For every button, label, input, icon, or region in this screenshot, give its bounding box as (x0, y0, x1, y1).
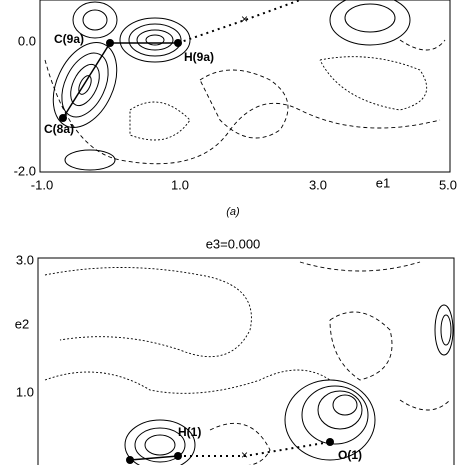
atom-label: O(1) (338, 448, 362, 462)
frame (39, 0, 451, 173)
atom-label: C(8a) (44, 122, 74, 136)
y-tick-label: -2.0 (14, 163, 36, 178)
x-axis-label: e1 (376, 175, 390, 190)
atom-dot (106, 39, 114, 47)
panel-title: e3=0.000 (206, 236, 261, 251)
atom-label: C(9a) (54, 32, 84, 46)
y-tick-label: 0.0 (18, 33, 36, 48)
caption: (a) (226, 206, 240, 218)
x-tick-label: 5.0 (439, 177, 457, 192)
atom-dot (326, 438, 334, 446)
atom-label: H(1) (178, 425, 201, 439)
atom-dot (174, 39, 182, 47)
y-axis-label: e2 (15, 316, 29, 331)
y-tick-label: 1.0 (16, 384, 34, 399)
cross: × (241, 12, 248, 26)
atom-label: H(9a) (184, 50, 214, 64)
atom-dot (174, 452, 182, 460)
x-tick-label: 1.0 (171, 177, 189, 192)
atom-dot (59, 114, 67, 122)
panel-a: × C(9a) H(9a) C(8a) 0.0 -2.0 -1.0 1.0 3.… (14, 0, 457, 218)
contours (44, 261, 454, 465)
y-tick-label: 3.0 (16, 252, 34, 267)
x-tick-label: 3.0 (309, 177, 327, 192)
frame (37, 257, 455, 465)
cross: × (241, 448, 248, 462)
atom-dot (126, 456, 134, 464)
x-tick-label: -1.0 (31, 177, 53, 192)
panel-b: e3=0.000 × H(1) O(1) 3.0 e2 1.0 (15, 236, 455, 465)
